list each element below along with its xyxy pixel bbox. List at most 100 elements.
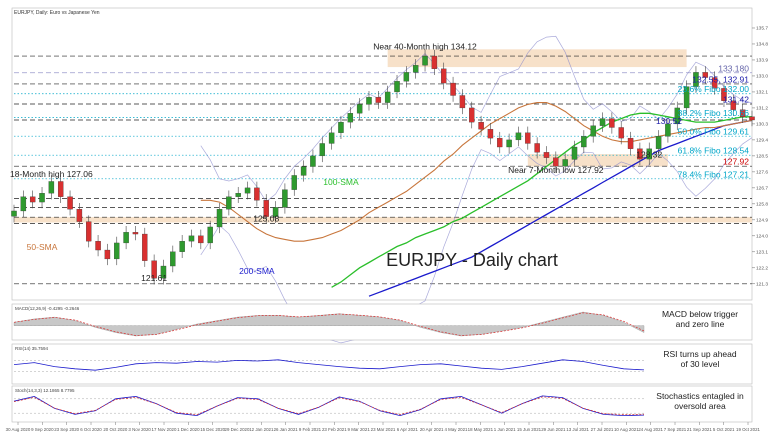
candle [525,126,531,150]
annotation-label: 200-SMA [239,266,275,276]
level-label: 50.0% Fibo 129.61 [678,127,750,137]
candle [683,80,690,115]
candle [487,123,494,145]
candle-body [95,241,101,251]
candle [590,119,596,143]
sma-50-line [200,102,753,242]
zone-0 [387,49,687,68]
candle [86,215,92,248]
date-tick-label: 5 Oct 2021 [713,427,735,432]
annotation-label: Near 40-Month high 134.12 [373,41,477,51]
level-label: 23.6% Fibo 132.00 [678,84,750,94]
candle-body [655,136,662,149]
candle [412,59,419,79]
date-tick-label: 9 Mar 2021 [348,427,371,432]
price-tick-label: 121.3 [756,281,768,287]
candle [655,130,662,155]
macd-signal-line [13,312,645,336]
candle-body [375,97,382,103]
candle [730,94,737,116]
date-tick-label: 23 Feb 2021 [322,427,347,432]
price-tick-label: 124.9 [756,218,768,224]
candle-body [207,226,213,244]
candle-body [665,123,671,137]
candle [478,115,484,136]
candle [375,91,382,109]
annotation-label: 128.32 [636,150,662,160]
candle-body [571,146,578,160]
candle-body [441,68,447,84]
candle-body [39,193,45,203]
date-tick-label: 9 Sep 2020 [31,427,54,432]
date-tick-label: 12 Jan 2021 [249,427,274,432]
candle-body [543,152,550,158]
price-tick-label: 135.7 [756,26,768,32]
zone-2 [14,217,752,223]
level-label: 78.4% Fibo 127.21 [678,169,750,179]
candle-body [683,86,690,109]
upper-bollinger-band [200,35,753,203]
date-tick-label: 20 Apr 2021 [420,427,444,432]
stochastics-signal-line [13,396,645,415]
candle [67,190,73,216]
candle-body [459,95,466,109]
candle [599,112,606,132]
candle [739,103,746,124]
candle-body [497,137,503,148]
candle [553,151,559,173]
candle [562,153,568,173]
date-tick-label: 1 Jun 2021 [494,427,516,432]
candle [366,91,372,111]
candle-body [198,235,204,244]
candle-body [515,132,522,141]
candle [48,175,55,200]
candle [665,117,671,143]
candle [347,107,354,129]
date-tick-label: 24 Aug 2021 [638,427,663,432]
candle-body [693,72,699,87]
candle-body [711,77,718,89]
candle-body [562,159,568,167]
candle [300,160,307,182]
candle [571,140,578,166]
level-label: 61.8% Fibo 128.54 [678,146,750,156]
annotation-label: 50-SMA [27,242,58,252]
candle-body [179,241,185,252]
candle-body [721,88,727,101]
candle-body [478,121,484,130]
date-axis: 30 Aug 2020 9 Sep 2020 23 Sep 2020 6 Oct 20… [6,422,761,432]
price-tick-label: 132.1 [756,90,768,96]
candle [674,101,680,131]
date-tick-label: 17 Nov 2020 [152,427,177,432]
indicator-panel-stochastics: Stoch(14,3,3) 12.1865 8.7795 Stochastics … [11,385,753,423]
level-label: 131.42 [723,95,749,105]
candle [384,85,391,109]
candle-body [739,109,746,117]
date-tick-label: 1 Dec 2020 [177,427,200,432]
indicator-panel-rsi: RSI(14) 35.7594 RSI turns up ahead of 30 l… [11,343,753,385]
candle-body [347,113,354,123]
candle-body [356,104,363,114]
candle [637,142,643,166]
candle [160,259,167,285]
indicator-note: MACD below trigger and zero line [662,309,738,329]
indicator-note: Stochastics entagled in oversold area [656,391,744,411]
indicator-label: RSI(14) 35.7594 [15,346,49,351]
level-label: 132.55, 132.91 [692,74,749,84]
candle [76,202,83,228]
candle-body [132,232,139,235]
candle [310,149,316,173]
candle-body [366,97,372,105]
indicator-label: MACD(12,26,9) -0.4295 -0.2646 [15,306,80,311]
candle [618,121,624,145]
candle-body [216,209,223,228]
candle-body [384,91,391,103]
candle [338,115,344,140]
indicator-note: RSI turns up ahead of 30 level [663,349,737,369]
candle-body [114,242,120,260]
annotation-label: Near 7-Month low 127.92 [508,165,604,175]
candle-body [11,210,17,217]
annotation-label: 121.61 [141,273,167,283]
candle [272,201,279,223]
